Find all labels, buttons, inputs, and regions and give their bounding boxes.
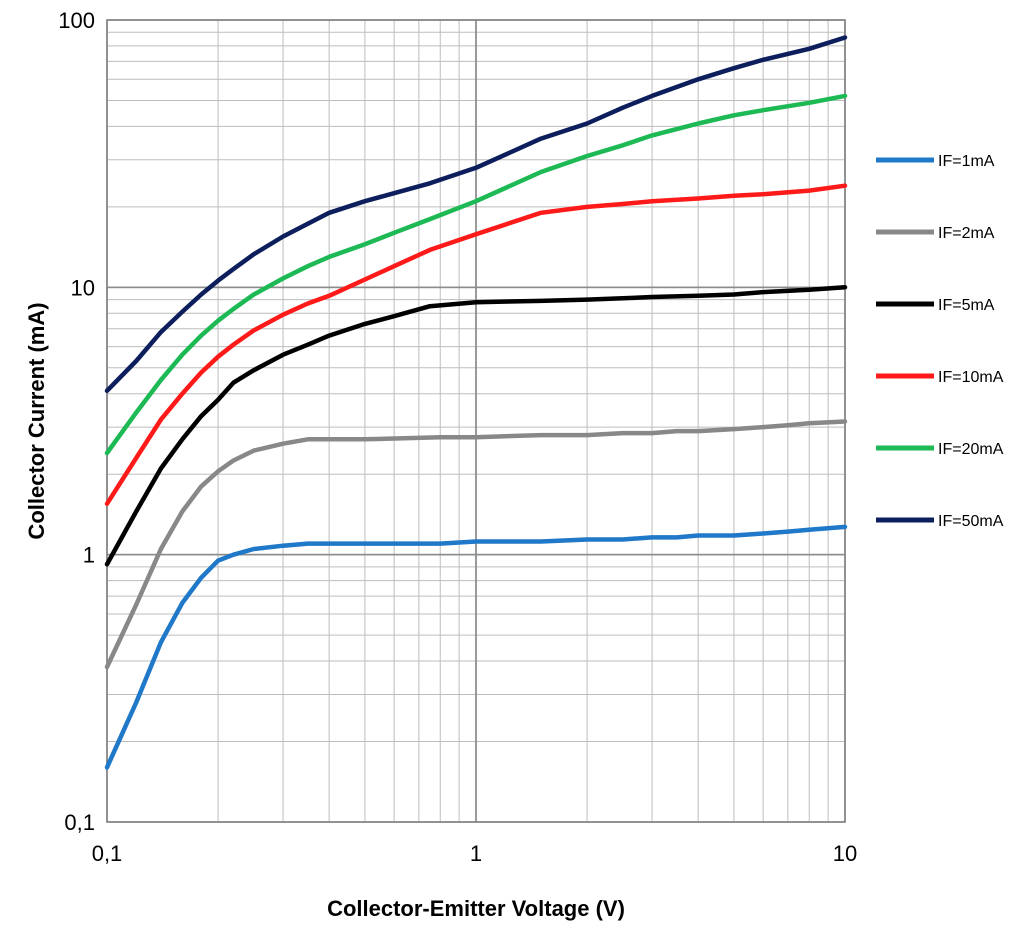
x-axis-title: Collector-Emitter Voltage (V): [327, 896, 625, 921]
legend-label: IF=1mA: [938, 153, 995, 170]
x-tick-label: 1: [470, 841, 482, 866]
series-line-if-5ma: [104, 285, 848, 567]
legend-label: IF=5mA: [938, 297, 995, 314]
series-line-if-2ma: [104, 419, 848, 670]
y-axis-ticks: 0,1 1 10 100: [58, 8, 95, 835]
series-lines: [104, 35, 848, 770]
legend-label: IF=20mA: [938, 441, 1004, 458]
series-line-if-10ma: [104, 183, 848, 507]
legend-label: IF=50mA: [938, 513, 1004, 530]
x-tick-label: 0,1: [92, 841, 123, 866]
y-tick-label: 100: [58, 8, 95, 33]
legend: IF=1mA IF=2mA IF=5mA IF=10mA IF=20mA IF=50mA: [876, 153, 1004, 530]
series-line-if-1ma: [104, 524, 848, 770]
y-tick-label: 0,1: [64, 810, 95, 835]
x-axis-ticks: 0,1 1 10: [92, 841, 858, 866]
y-tick-label: 10: [71, 275, 95, 300]
legend-label: IF=2mA: [938, 225, 995, 242]
y-axis-title: Collector Current (mA): [24, 302, 49, 539]
y-tick-label: 1: [83, 543, 95, 568]
legend-label: IF=10mA: [938, 369, 1004, 386]
series-line-if-20ma: [104, 93, 848, 456]
x-tick-label: 10: [833, 841, 857, 866]
series-line-if-50ma: [104, 35, 848, 394]
